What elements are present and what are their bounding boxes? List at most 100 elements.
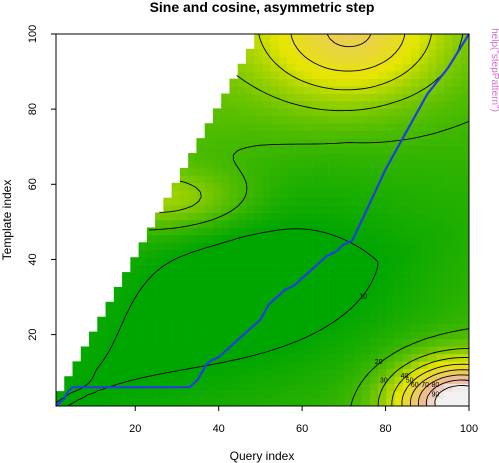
heatmap-cell — [394, 331, 404, 340]
heatmap-cell — [394, 205, 404, 213]
heatmap-cell — [312, 301, 321, 310]
heatmap-cell — [303, 93, 313, 102]
heatmap-cell — [411, 212, 420, 221]
heatmap-cell — [254, 249, 263, 258]
heatmap-cell — [419, 167, 428, 176]
heatmap-cell — [394, 257, 404, 265]
heatmap-cell — [435, 220, 445, 228]
heatmap-cell — [155, 309, 164, 318]
heatmap-cell — [369, 205, 379, 213]
heatmap-cell — [378, 93, 387, 102]
heatmap-cell — [221, 361, 230, 370]
heatmap-cell — [402, 56, 412, 65]
heatmap-cell — [336, 346, 346, 355]
heatmap-cell — [369, 108, 379, 117]
heatmap-cell — [171, 339, 181, 347]
heatmap-cell — [419, 56, 428, 65]
heatmap-cell — [138, 279, 148, 288]
heatmap-cell — [369, 115, 379, 124]
heatmap-cell — [460, 86, 469, 94]
heatmap-cell — [262, 346, 272, 355]
heatmap-cell — [254, 376, 263, 384]
heatmap-cell — [113, 324, 123, 332]
heatmap-cell — [394, 86, 404, 94]
heatmap-cell — [146, 234, 156, 243]
heatmap-cell — [229, 279, 239, 288]
heatmap-cell — [188, 212, 197, 221]
heatmap-cell — [427, 294, 437, 303]
heatmap-cell — [452, 242, 462, 251]
heatmap-cell — [163, 272, 172, 280]
heatmap-cell — [270, 272, 280, 280]
heatmap-cell — [295, 190, 305, 198]
heatmap-cell — [113, 391, 123, 399]
heatmap-cell — [287, 93, 296, 102]
heatmap-cell — [196, 197, 205, 206]
heatmap-cell — [221, 376, 230, 384]
heatmap-cell — [279, 383, 288, 392]
heatmap-cell — [369, 398, 379, 406]
heatmap-cell — [460, 383, 469, 392]
heatmap-cell — [163, 391, 172, 399]
heatmap-cell — [369, 182, 379, 191]
heatmap-cell — [287, 257, 296, 265]
heatmap-cell — [336, 249, 346, 258]
heatmap-cell — [163, 197, 172, 206]
heatmap-cell — [369, 242, 379, 251]
heatmap-cell — [353, 182, 362, 191]
heatmap-cell — [221, 190, 230, 198]
heatmap-cell — [303, 361, 313, 370]
heatmap-cell — [262, 249, 272, 258]
heatmap-cell — [212, 123, 222, 132]
heatmap-cell — [312, 339, 321, 347]
heatmap-cell — [353, 309, 362, 318]
heatmap-cell — [353, 115, 362, 124]
heatmap-cell — [394, 272, 404, 280]
heatmap-cell — [320, 48, 329, 57]
heatmap-cell — [146, 309, 156, 318]
heatmap-cell — [221, 279, 230, 288]
heatmap-cell — [270, 391, 280, 399]
heatmap-cell — [212, 242, 222, 251]
heatmap-cell — [369, 339, 379, 347]
heatmap-cell — [361, 100, 371, 109]
heatmap-cell — [369, 212, 379, 221]
heatmap-cell — [435, 205, 445, 213]
heatmap-cell — [303, 353, 313, 362]
heatmap-cell — [336, 391, 346, 399]
heatmap-cell — [245, 205, 255, 213]
heatmap-cell — [171, 353, 181, 362]
heatmap-cell — [444, 160, 453, 169]
heatmap-cell — [171, 212, 181, 221]
heatmap-cell — [411, 249, 420, 258]
heatmap-cell — [295, 286, 305, 295]
heatmap-cell — [212, 234, 222, 243]
heatmap-cell — [204, 234, 214, 243]
heatmap-cell — [171, 205, 181, 213]
heatmap-cell — [444, 286, 453, 295]
heatmap-cell — [303, 190, 313, 198]
heatmap-cell — [245, 63, 255, 72]
contour-line — [56, 228, 379, 406]
heatmap-cell — [394, 249, 404, 258]
heatmap-cell — [411, 257, 420, 265]
heatmap-cell — [361, 316, 371, 325]
heatmap-cell — [254, 264, 263, 273]
heatmap-cell — [204, 264, 214, 273]
heatmap-cell — [419, 160, 428, 169]
heatmap-cell — [163, 324, 172, 332]
heatmap-cell — [295, 234, 305, 243]
heatmap-cell — [279, 34, 288, 42]
heatmap-cell — [270, 115, 280, 124]
heatmap-cell — [402, 346, 412, 355]
heatmap-cell — [361, 339, 371, 347]
heatmap-cell — [303, 376, 313, 384]
heatmap-cell — [361, 48, 371, 57]
heatmap-cell — [328, 212, 338, 221]
heatmap-cell — [188, 257, 197, 265]
heatmap-cell — [254, 115, 263, 124]
heatmap-cell — [221, 272, 230, 280]
heatmap-cell — [411, 197, 420, 206]
heatmap-cell — [394, 197, 404, 206]
heatmap-cell — [155, 279, 164, 288]
